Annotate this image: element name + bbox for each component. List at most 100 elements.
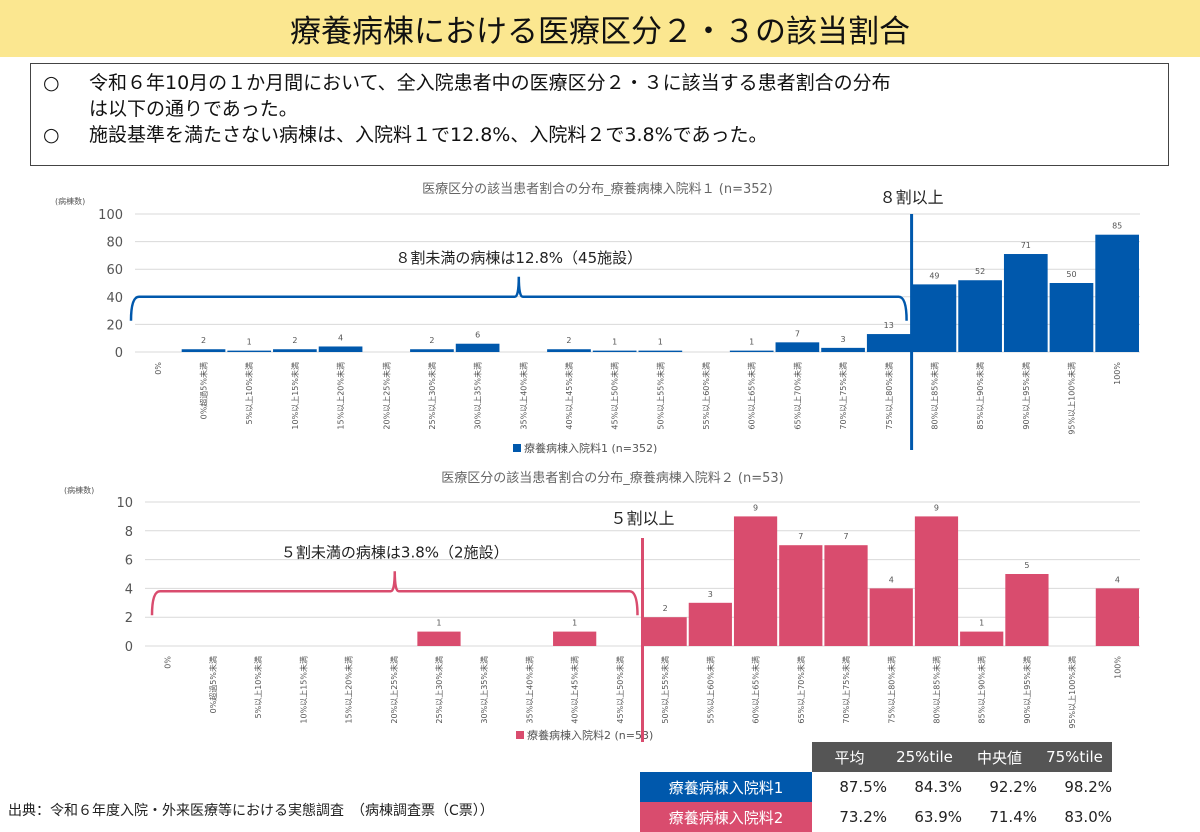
page-title: 療養病棟における医療区分２・３の該当割合: [290, 14, 910, 50]
legend-swatch: [516, 731, 524, 739]
title-bar: 療養病棟における医療区分２・３の該当割合: [0, 0, 1200, 57]
chart-title: 医療区分の該当患者割合の分布_療養病棟入院料２ (n=53): [441, 470, 783, 486]
bar: [592, 350, 637, 352]
x-tick-label: 95%以上100%未満: [1067, 656, 1077, 729]
x-tick-label: 55%以上60%未満: [701, 362, 711, 430]
data-label: 4: [889, 575, 894, 584]
stats-table: 平均 25%tile 中央値 75%tile 療養病棟入院料1 87.5% 84…: [640, 742, 1112, 832]
summary-text-1: 令和６年10月の１か月間において、全入院患者中の医療区分２・３に該当する患者割合…: [89, 72, 891, 94]
data-label: 1: [247, 338, 252, 347]
bar: [643, 617, 687, 646]
bar: [869, 588, 913, 646]
bar: [1003, 254, 1048, 352]
y-tick-label: 6: [125, 554, 133, 569]
stats-header: 25%tile: [887, 742, 962, 772]
x-tick-label: 50%以上55%未満: [660, 656, 670, 724]
bar: [1049, 283, 1094, 352]
stats-header: 平均: [812, 742, 887, 772]
x-tick-label: 0%: [164, 656, 173, 669]
x-tick-label: 0%超過5%未満: [208, 656, 218, 713]
summary-box: ○ 令和６年10月の１か月間において、全入院患者中の医療区分２・３に該当する患者…: [30, 63, 1169, 166]
bar: [958, 280, 1002, 352]
data-label: 50: [1066, 270, 1076, 279]
x-tick-label: 5%以上10%未満: [253, 656, 263, 718]
stats-cell: 98.2%: [1064, 778, 1112, 796]
data-label: 5: [1024, 561, 1029, 570]
legend-swatch: [513, 444, 521, 452]
stats-cell: 83.0%: [1064, 808, 1112, 826]
data-label: 3: [841, 335, 846, 344]
bullet-icon: ○: [43, 72, 60, 94]
bar: [227, 350, 272, 352]
x-tick-label: 100%: [1113, 656, 1122, 679]
x-tick-label: 0%: [154, 362, 163, 375]
x-tick-label: 95%以上100%未満: [1066, 362, 1076, 435]
stats-header: 75%tile: [1037, 742, 1112, 772]
stats-cell: 87.5%: [839, 778, 887, 796]
y-tick-label: 80: [106, 236, 123, 251]
chart-title: 医療区分の該当患者割合の分布_療養病棟入院料１ (n=352): [422, 181, 773, 197]
x-tick-label: 50%以上55%未満: [655, 362, 665, 430]
data-label: 1: [612, 338, 617, 347]
brace-bracket: [129, 276, 908, 321]
bar: [688, 602, 732, 646]
x-tick-label: 20%以上25%未満: [389, 656, 399, 724]
source-note: 出典：令和６年度入院・外来医療等における実態調査 （病棟調査票（C票））: [8, 803, 494, 819]
bar: [775, 342, 820, 352]
x-tick-label: 20%以上25%未満: [381, 362, 391, 430]
stats-cell: 73.2%: [839, 808, 887, 826]
data-label: 85: [1112, 222, 1122, 231]
bar: [960, 631, 1004, 646]
threshold-label: ８割以上: [880, 188, 944, 207]
bar: [729, 350, 774, 352]
x-tick-label: 25%以上30%未満: [434, 656, 444, 724]
x-tick-label: 30%以上35%未満: [473, 362, 483, 430]
data-label: 2: [292, 336, 297, 345]
data-label: 1: [572, 619, 577, 628]
x-tick-label: 15%以上20%未満: [336, 362, 346, 430]
x-tick-label: 85%以上90%未満: [977, 656, 987, 724]
x-tick-label: 90%以上95%未満: [1021, 362, 1031, 430]
x-tick-label: 35%以上40%未満: [524, 656, 534, 724]
data-label: 7: [843, 532, 848, 541]
x-tick-label: 15%以上20%未満: [344, 656, 354, 724]
y-tick-label: 40: [106, 291, 123, 306]
brace-label: ８割未満の病棟は12.8%（45施設）: [395, 249, 642, 267]
bar: [733, 516, 778, 646]
y-tick-label: 2: [125, 611, 133, 626]
data-label: 1: [658, 338, 663, 347]
x-tick-label: 35%以上40%未満: [518, 362, 528, 430]
x-tick-label: 30%以上35%未満: [479, 656, 489, 724]
summary-line-2: ○ 施設基準を満たさない病棟は、入院料１で12.8%、入院料２で3.8%であった…: [43, 122, 1156, 148]
x-tick-label: 65%以上70%未満: [796, 656, 806, 724]
bar: [318, 346, 363, 352]
stats-cell: 84.3%: [914, 778, 962, 796]
stats-header-row: 平均 25%tile 中央値 75%tile: [640, 742, 1112, 772]
summary-text-2: 施設基準を満たさない病棟は、入院料１で12.8%、入院料２で3.8%であった。: [89, 124, 768, 146]
bar: [914, 516, 959, 646]
stats-cell: 92.2%: [989, 778, 1037, 796]
x-tick-label: 45%以上50%未満: [615, 656, 625, 724]
stats-cell: 63.9%: [914, 808, 962, 826]
y-tick-label: 20: [106, 318, 123, 333]
x-tick-label: 80%以上85%未満: [931, 656, 941, 724]
y-tick-label: 100: [98, 208, 123, 223]
bar: [912, 284, 957, 352]
bar: [553, 631, 597, 646]
bar: [1095, 588, 1139, 646]
stats-row: 療養病棟入院料2 73.2% 63.9% 71.4% 83.0%: [640, 802, 1112, 832]
data-label: 9: [934, 503, 939, 512]
stats-header: 中央値: [962, 742, 1037, 772]
data-label: 71: [1021, 241, 1031, 250]
data-label: 1: [979, 619, 984, 628]
stats-cell: 71.4%: [989, 808, 1037, 826]
bullet-icon: ○: [43, 124, 60, 146]
y-axis-label: (病棟数): [64, 485, 94, 495]
data-label: 9: [753, 503, 758, 512]
summary-line-1: ○ 令和６年10月の１か月間において、全入院患者中の医療区分２・３に該当する患者…: [43, 70, 1156, 96]
bar: [181, 349, 226, 352]
x-tick-label: 100%: [1113, 362, 1122, 385]
data-label: 13: [884, 321, 894, 330]
y-axis-label: (病棟数): [55, 196, 85, 206]
x-tick-label: 60%以上65%未満: [751, 656, 761, 724]
